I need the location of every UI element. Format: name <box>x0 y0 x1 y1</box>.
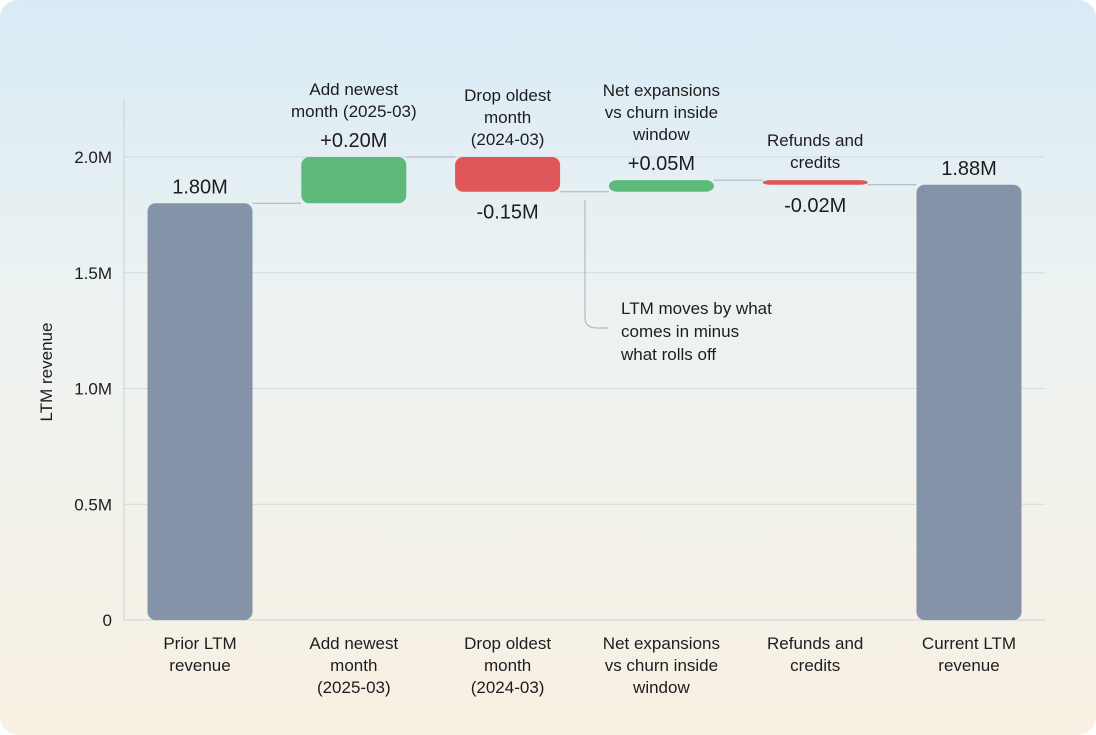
value-label: -0.15M <box>476 202 538 224</box>
x-tick-label: vs churn inside <box>605 656 718 675</box>
y-axis-label: LTM revenue <box>37 323 56 422</box>
value-label: +0.05M <box>628 153 695 175</box>
bar-1 <box>301 157 407 204</box>
y-tick-label: 2.0M <box>74 148 112 167</box>
step-title: credits <box>790 153 840 172</box>
step-title: Drop oldest <box>464 86 551 105</box>
x-tick-label: month <box>330 656 377 675</box>
x-tick-label: Refunds and <box>767 634 863 653</box>
x-tick-label: revenue <box>938 656 999 675</box>
x-tick-label: window <box>632 678 690 697</box>
x-tick-label: credits <box>790 656 840 675</box>
bar-4 <box>762 180 868 185</box>
value-label: 1.80M <box>172 176 228 198</box>
y-tick-label: 1.5M <box>74 264 112 283</box>
value-label: 1.88M <box>941 158 997 180</box>
y-tick-label: 0.5M <box>74 495 112 514</box>
x-tick-label: revenue <box>169 656 230 675</box>
x-tick-label: (2025-03) <box>317 678 391 697</box>
bar-3 <box>608 180 714 192</box>
bar-0 <box>147 203 253 621</box>
annotation-leader <box>584 200 608 329</box>
annotation-text: comes in minus <box>621 322 739 341</box>
x-tick-label: (2024-03) <box>471 678 545 697</box>
x-tick-label: Prior LTM <box>163 634 236 653</box>
x-tick-label: Drop oldest <box>464 634 551 653</box>
bar-2 <box>455 157 561 192</box>
x-tick-label: Add newest <box>309 634 398 653</box>
step-title: month (2025-03) <box>291 102 417 121</box>
annotation-text: LTM moves by what <box>621 299 772 318</box>
step-title: vs churn inside <box>605 103 718 122</box>
step-title: Net expansions <box>603 81 720 100</box>
step-title: (2024-03) <box>471 130 545 149</box>
step-title: Add newest <box>309 80 398 99</box>
x-tick-label: Current LTM <box>922 634 1016 653</box>
step-title: Refunds and <box>767 131 863 150</box>
y-tick-label: 0 <box>103 611 112 630</box>
step-title: window <box>632 125 690 144</box>
x-tick-label: month <box>484 656 531 675</box>
step-title: month <box>484 108 531 127</box>
x-tick-label: Net expansions <box>603 634 720 653</box>
annotation-text: what rolls off <box>620 345 716 364</box>
y-tick-label: 1.0M <box>74 380 112 399</box>
bar-5 <box>916 184 1022 620</box>
value-label: -0.02M <box>784 195 846 217</box>
value-label: +0.20M <box>320 130 387 152</box>
